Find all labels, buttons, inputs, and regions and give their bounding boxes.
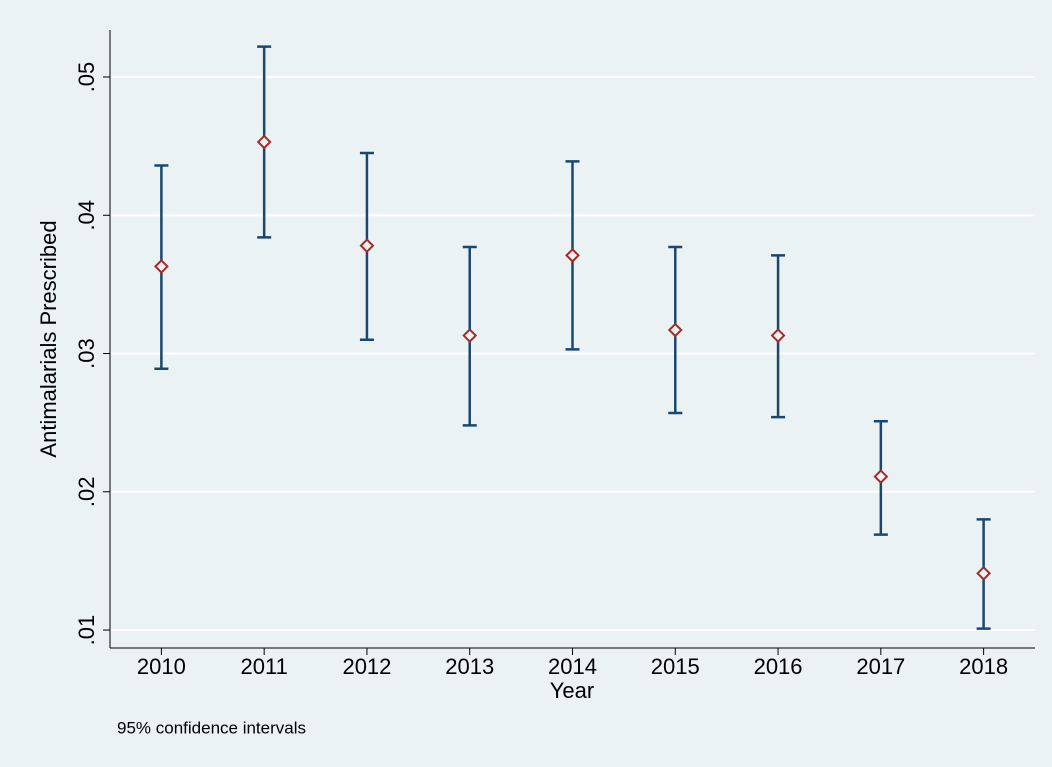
marker [667, 322, 683, 338]
marker [565, 247, 580, 263]
x-tick-label: 2012 [342, 654, 391, 679]
x-tick-label: 2018 [959, 654, 1008, 679]
x-tick-label: 2015 [651, 654, 700, 679]
x-tick-label: 2011 [241, 654, 288, 679]
y-tick-label: .05 [74, 62, 99, 93]
x-tick-label: 2016 [754, 654, 803, 679]
marker [153, 259, 169, 274]
marker [770, 328, 786, 343]
marker [359, 238, 375, 254]
marker [256, 134, 272, 150]
x-tick-label: 2014 [548, 654, 597, 679]
marker [462, 328, 478, 343]
y-tick-label: .04 [74, 200, 99, 231]
y-tick-label: .02 [74, 476, 99, 507]
note: 95% confidence intervals [117, 718, 306, 737]
marker [873, 469, 889, 484]
x-tick-label: 2013 [445, 654, 494, 679]
x-tick-label: 2017 [856, 654, 905, 679]
y-axis-title: Antimalarials Prescribed [36, 220, 61, 457]
x-tick-label: 2010 [137, 654, 186, 679]
marker [976, 565, 992, 581]
y-tick-label: .03 [74, 338, 99, 369]
x-axis-title: Year [550, 678, 594, 703]
y-tick-label: .01 [74, 615, 99, 646]
